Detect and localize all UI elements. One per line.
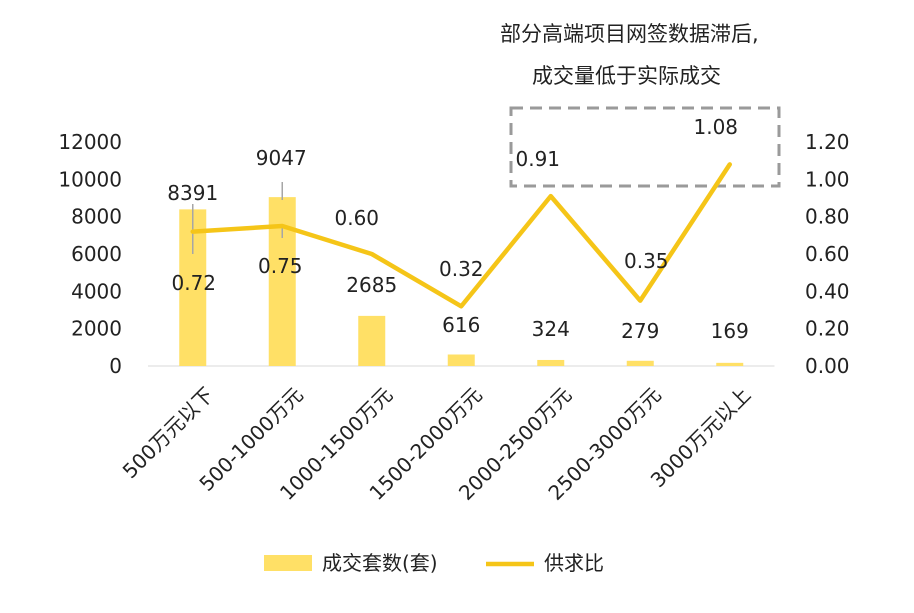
supply-demand-line [190,162,732,309]
legend-bar-label: 成交套数(套) [322,551,438,575]
bar-value-label: 2685 [346,273,397,297]
line-value-label: 0.35 [624,249,669,273]
bar [626,360,654,366]
annotation-line-1: 部分高端项目网签数据滞后, [500,22,759,46]
right-tick-label: 0.20 [805,317,850,341]
left-tick-label: 6000 [71,242,122,266]
right-tick-label: 0.00 [805,354,850,378]
right-tick-label: 0.60 [805,242,850,266]
annotation-line-2: 成交量低于实际成交 [532,64,721,88]
bar-value-label: 616 [442,313,480,337]
bar-value-label: 8391 [167,181,218,205]
annotation-box [509,106,781,188]
line-value-label: 0.91 [515,147,560,171]
line-value-label: 0.72 [171,271,216,295]
left-tick-label: 4000 [71,279,122,303]
left-tick-label: 0 [109,354,122,378]
right-tick-label: 1.00 [805,167,850,191]
bar-value-label: 324 [532,317,570,341]
line-value-label: 0.32 [439,257,484,281]
left-tick-label: 2000 [71,317,122,341]
bar [537,359,565,366]
bar-value-label: 9047 [256,146,307,170]
line-value-label: 0.75 [258,254,303,278]
bar [268,197,296,366]
left-tick-label: 12000 [58,130,122,154]
bar [358,315,386,366]
right-tick-label: 0.40 [805,279,850,303]
left-tick-label: 10000 [58,167,122,191]
bar [716,362,744,366]
right-tick-label: 1.20 [805,130,850,154]
category-label: 500万元以下 [118,383,219,484]
right-tick-label: 0.80 [805,205,850,229]
left-tick-label: 8000 [71,205,122,229]
bar-value-label: 279 [621,319,659,343]
bar-value-label: 169 [711,319,749,343]
line-value-label: 1.08 [693,115,738,139]
legend-bar-swatch [264,555,312,571]
legend-line-label: 供求比 [544,551,604,575]
line-value-label: 0.60 [334,206,379,230]
bar [447,354,475,366]
